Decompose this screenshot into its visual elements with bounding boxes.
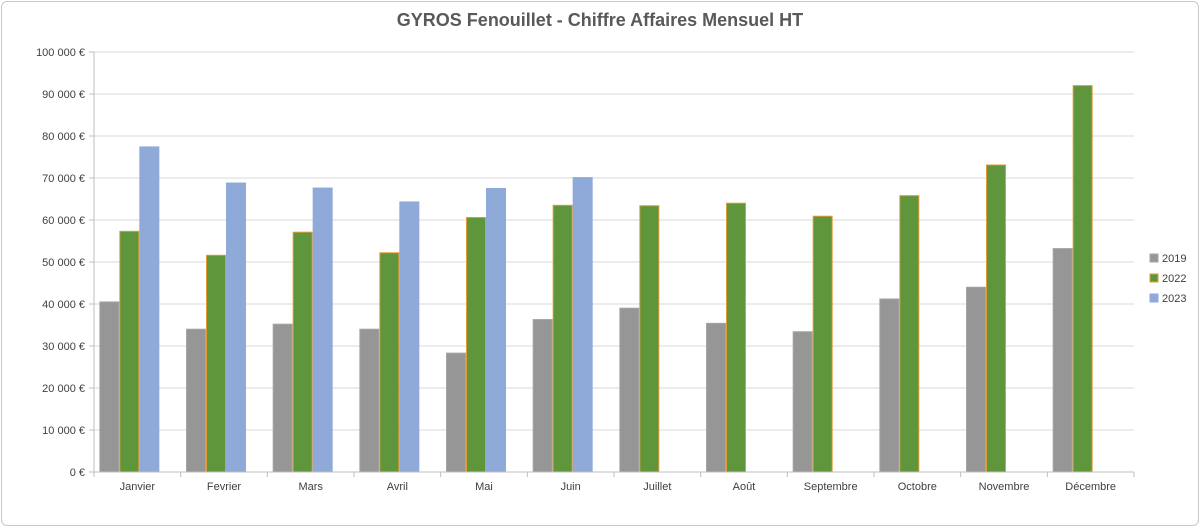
legend-swatch-2019 — [1149, 253, 1159, 263]
gridlines — [94, 51, 1134, 431]
bar-2022-avril — [379, 252, 400, 473]
x-tick-label: Juin — [561, 481, 581, 493]
bar-2019-août — [706, 322, 726, 473]
x-tick-label: Avril — [387, 481, 408, 493]
x-tick-label: Juillet — [643, 481, 671, 493]
bar-2019-janvier — [99, 301, 120, 473]
y-tick-label: 10 000 € — [42, 425, 85, 437]
x-tick-label: Fevrier — [207, 481, 242, 493]
bar-2023-fevrier — [226, 182, 246, 473]
bar-2019-novembre — [966, 286, 986, 473]
bar-2023-janvier — [139, 146, 160, 473]
y-tick-label: 90 000 € — [42, 89, 85, 101]
bar-2022-décembre — [1072, 85, 1093, 473]
bar-2022-août — [726, 202, 746, 473]
y-axis-ticks: 0 € 10 000 € 20 000 € 30 000 € 40 000 € 50 00… — [36, 47, 94, 479]
bar-2022-mars — [292, 231, 313, 473]
bar-2019-juin — [532, 319, 553, 473]
y-tick-label: 60 000 € — [42, 215, 85, 227]
y-tick-label: 80 000 € — [42, 131, 85, 143]
bar-2019-octobre — [879, 298, 900, 473]
y-tick-label: 40 000 € — [42, 299, 85, 311]
y-tick-label: 70 000 € — [42, 173, 85, 185]
bar-2022-septembre — [812, 215, 833, 473]
x-tick-label: Août — [733, 481, 756, 493]
bar-2023-mai — [486, 188, 506, 473]
bar-2019-mai — [446, 352, 466, 473]
y-tick-label: 20 000 € — [42, 383, 85, 395]
bars — [99, 85, 1093, 473]
x-tick-label: Septembre — [804, 481, 858, 493]
bar-2022-mai — [466, 216, 486, 473]
y-tick-label: 0 € — [70, 467, 85, 479]
legend: 2019 2022 2023 — [1149, 253, 1186, 305]
legend-label: 2022 — [1162, 273, 1186, 285]
y-tick-label: 100 000 € — [36, 47, 85, 59]
bar-2022-novembre — [986, 164, 1006, 473]
bar-2023-juin — [572, 177, 593, 473]
x-tick-label: Décembre — [1065, 481, 1116, 493]
bar-2022-fevrier — [206, 254, 226, 473]
x-tick-label: Novembre — [979, 481, 1030, 493]
legend-label: 2019 — [1162, 253, 1186, 265]
chart-title: GYROS Fenouillet - Chiffre Affaires Mens… — [396, 10, 804, 30]
legend-label: 2023 — [1162, 293, 1186, 305]
x-tick-label: Janvier — [120, 481, 156, 493]
bar-2019-mars — [272, 323, 293, 473]
bar-2019-juillet — [619, 307, 640, 473]
x-tick-label: Mai — [475, 481, 493, 493]
bar-2019-septembre — [792, 331, 813, 473]
bar-2022-juillet — [639, 205, 660, 473]
bar-2023-mars — [312, 187, 333, 473]
bar-2022-juin — [552, 204, 573, 473]
bar-2022-octobre — [899, 195, 920, 473]
legend-swatch-2023 — [1149, 293, 1159, 303]
x-tick-label: Octobre — [898, 481, 937, 493]
x-tick-label: Mars — [298, 481, 323, 493]
legend-swatch-2022 — [1149, 273, 1159, 283]
x-axis-ticks: Janvier Fevrier Mars Avril Mai Juin Juillet Aoû… — [93, 472, 1135, 493]
bar-2019-avril — [359, 328, 380, 473]
y-tick-label: 30 000 € — [42, 341, 85, 353]
bar-2023-avril — [399, 201, 420, 473]
bar-2022-janvier — [119, 230, 140, 473]
y-tick-label: 50 000 € — [42, 257, 85, 269]
bar-2019-fevrier — [186, 328, 206, 473]
bar-2019-décembre — [1052, 248, 1073, 473]
